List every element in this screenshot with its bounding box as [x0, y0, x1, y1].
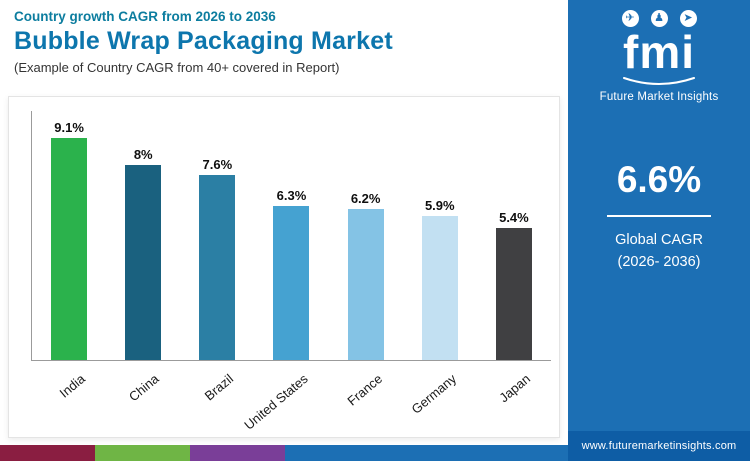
x-axis-label-cell: China: [105, 364, 179, 436]
x-axis-label-cell: France: [328, 364, 402, 436]
footer-strip-segment: [190, 445, 285, 461]
x-axis-label-cell: Germany: [402, 364, 476, 436]
bar-value-label: 5.9%: [424, 198, 455, 213]
footer-strip-segment: [95, 445, 190, 461]
bar-column: 6.2%: [329, 111, 403, 360]
person-icon: ♟: [650, 10, 668, 27]
bar-value-label: 5.4%: [499, 210, 529, 225]
stat-value: 6.6%: [616, 158, 702, 200]
global-cagr-stat: 6.6% Global CAGR (2026- 2036): [568, 159, 750, 274]
bar-column: 9.1%: [32, 111, 106, 360]
bar-column: 8%: [106, 111, 180, 360]
x-axis-label: Germany: [408, 371, 460, 417]
x-axis-label: France: [344, 371, 385, 409]
x-axis-label: China: [126, 371, 163, 405]
x-axis-label-cell: India: [31, 364, 105, 436]
bar-value-label: 9.1%: [54, 120, 84, 135]
bar-china: [125, 165, 162, 360]
sidebar-panel: ✈ ♟ ➤ fmi Future Market Insights 6.6% Gl…: [568, 0, 750, 461]
bar-value-label: 6.3%: [276, 188, 307, 203]
chart-eyebrow: Country growth CAGR from 2026 to 2036: [14, 9, 276, 24]
stat-divider: [607, 214, 711, 217]
x-axis-label-cell: Brazil: [180, 364, 254, 436]
bar-japan: [495, 228, 532, 360]
logo-wordmark: fmi: [623, 26, 695, 78]
bar-column: 7.6%: [180, 111, 254, 360]
x-axis-label: India: [56, 371, 88, 401]
x-axis-label: Japan: [496, 371, 534, 406]
paper-plane-icon: ✈: [621, 10, 639, 27]
bar-brazil: [199, 175, 236, 360]
page-title: Bubble Wrap Packaging Market: [14, 27, 393, 55]
logo-caption: Future Market Insights: [599, 90, 719, 103]
bar-value-label: 6.2%: [350, 191, 381, 206]
bar-column: 6.3%: [254, 111, 328, 360]
footer-strip-segment: [0, 445, 95, 461]
x-axis-label: Brazil: [201, 371, 237, 404]
stat-label-line2: (2026- 2036): [617, 254, 701, 271]
bar-india: [51, 138, 88, 360]
bar-column: 5.9%: [403, 111, 477, 360]
footer-strip: [0, 445, 568, 461]
rocket-icon: ➤: [679, 10, 697, 27]
fmi-logo: ✈ ♟ ➤ fmi Future Market Insights: [568, 0, 750, 103]
logo-swoosh: [623, 76, 695, 85]
x-axis-labels: India China Brazil United States France Germa…: [31, 364, 551, 436]
x-axis-label-cell: United States: [241, 364, 328, 436]
stat-label-line1: Global CAGR: [615, 231, 703, 248]
bar-value-label: 7.6%: [202, 157, 233, 172]
bar-germany: [421, 216, 458, 360]
website-footer: www.futuremarketinsights.com: [568, 431, 750, 461]
x-axis-label-cell: Japan: [477, 364, 551, 436]
bar-value-label: 8%: [133, 147, 153, 162]
footer-strip-segment: [285, 445, 568, 461]
bar-france: [347, 209, 384, 360]
logo-icons: ✈ ♟ ➤: [568, 10, 750, 27]
chart-subtitle: (Example of Country CAGR from 40+ covere…: [14, 60, 340, 75]
chart-card: 9.1% 8% 7.6% 6.3% 6.2% 5.9% 5.4% India China Bra…: [8, 96, 560, 438]
header: Country growth CAGR from 2026 to 2036 Bu…: [14, 9, 559, 75]
stat-label: Global CAGR (2026- 2036): [568, 229, 750, 274]
plot-area: 9.1% 8% 7.6% 6.3% 6.2% 5.9% 5.4%: [31, 111, 551, 361]
bar-united-states: [273, 206, 310, 360]
website-url: www.futuremarketinsights.com: [581, 440, 737, 452]
bar-column: 5.4%: [477, 111, 551, 360]
